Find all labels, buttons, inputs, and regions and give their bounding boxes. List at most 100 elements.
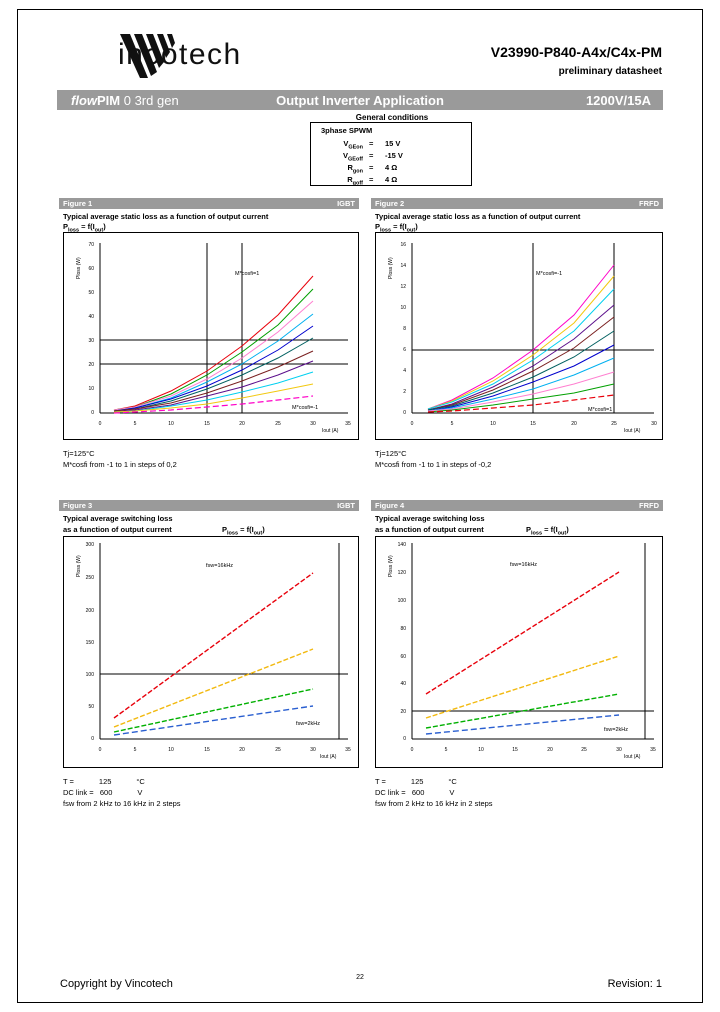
logo-v-icon — [120, 34, 175, 78]
figure-4-ylabel: Ploss (W) — [388, 555, 394, 577]
flow-word: flow — [71, 93, 97, 108]
title-band: flowPIM 0 3rd gen Output Inverter Applic… — [57, 90, 663, 110]
svg-text:50: 50 — [88, 290, 94, 296]
figure-1-caption-line-1: Tj=125°C — [63, 449, 95, 458]
figure-2-curve-label-top: M*cosfi=-1 — [536, 271, 563, 277]
figure-3-caption-line-3: fsw from 2 kHz to 16 kHz in 2 steps — [63, 799, 181, 808]
figure-2-chart-svg: 16 14 12 10 8 6 4 2 0 0 5 10 15 20 25 30… — [400, 242, 657, 434]
figure-1-curve-label-top: M*cosfi=1 — [235, 271, 260, 277]
svg-text:20: 20 — [547, 747, 553, 753]
svg-text:20: 20 — [571, 421, 577, 427]
general-conditions-title: General conditions — [355, 113, 429, 122]
figure-1-plot: Ploss (W) 70 60 50 40 30 20 10 0 — [63, 232, 359, 440]
figure-3-caption: T = 125 °C DC link = 600 V fsw from 2 kH… — [63, 776, 181, 809]
copyright-text: Copyright by Vincotech — [60, 978, 173, 990]
figure-1-equation: Ploss = f(Iout) — [63, 222, 106, 234]
vincotech-logo: incotech — [60, 28, 300, 78]
svg-text:30: 30 — [310, 747, 316, 753]
figure-4-plot: Ploss (W) 140 120 100 80 60 40 20 0 0 5 … — [375, 536, 663, 768]
svg-text:Iout (A): Iout (A) — [322, 428, 339, 434]
figure-4-equation: Ploss = f(Iout) — [526, 525, 569, 537]
page-number: 22 — [356, 974, 364, 981]
svg-text:140: 140 — [398, 542, 407, 548]
gc-subscript: gon — [352, 168, 363, 175]
svg-text:20: 20 — [88, 362, 94, 368]
figure-2-curve-label-bottom: M*cosfi=1 — [588, 407, 613, 413]
figure-3-curve-label-top: fsw=16kHz — [206, 563, 234, 569]
svg-text:15: 15 — [204, 747, 210, 753]
part-number: V23990-P840-A4x/C4x-PM — [490, 44, 662, 60]
svg-text:60: 60 — [400, 654, 406, 660]
svg-text:35: 35 — [650, 747, 656, 753]
svg-text:60: 60 — [88, 266, 94, 272]
svg-text:10: 10 — [168, 421, 174, 427]
svg-text:80: 80 — [400, 626, 406, 632]
figure-2-caption-line-1: Tj=125°C — [375, 449, 407, 458]
svg-text:Iout (A): Iout (A) — [624, 428, 641, 434]
figure-1-curve-label-bottom: M*cosfi=-1 — [292, 405, 319, 411]
svg-text:20: 20 — [400, 709, 406, 715]
figure-2-block: Figure 2 FRFD Typical average static los… — [371, 198, 663, 488]
figure-4-caption-line-3: fsw from 2 kHz to 16 kHz in 2 steps — [375, 799, 493, 808]
svg-text:20: 20 — [239, 747, 245, 753]
svg-text:150: 150 — [86, 640, 95, 646]
svg-text:10: 10 — [478, 747, 484, 753]
svg-text:100: 100 — [398, 598, 407, 604]
figure-2-device: FRFD — [639, 199, 659, 208]
preliminary-label: preliminary datasheet — [558, 66, 662, 77]
modulation-label: 3phase SPWM — [321, 126, 373, 135]
svg-text:30: 30 — [310, 421, 316, 427]
gc-subscript: GEoff — [348, 156, 363, 163]
svg-text:100: 100 — [86, 672, 95, 678]
figure-3-title: Typical average switching loss — [63, 514, 173, 523]
gc-equals: = — [369, 175, 374, 184]
svg-text:15: 15 — [530, 421, 536, 427]
svg-text:50: 50 — [88, 704, 94, 710]
svg-text:0: 0 — [411, 421, 414, 427]
gc-symbol: VGEon — [343, 139, 363, 151]
svg-text:25: 25 — [611, 421, 617, 427]
svg-text:25: 25 — [275, 747, 281, 753]
figure-3-ylabel: Ploss (W) — [76, 555, 82, 577]
svg-text:14: 14 — [400, 263, 406, 269]
svg-text:15: 15 — [204, 421, 210, 427]
svg-text:5: 5 — [134, 421, 137, 427]
svg-text:0: 0 — [99, 747, 102, 753]
svg-text:120: 120 — [398, 570, 407, 576]
figure-1-block: Figure 1 IGBT Typical average static los… — [59, 198, 359, 488]
svg-text:2: 2 — [403, 389, 406, 395]
figure-3-label: Figure 3 — [63, 501, 93, 510]
svg-text:70: 70 — [88, 242, 94, 248]
svg-text:30: 30 — [616, 747, 622, 753]
figure-2-label: Figure 2 — [375, 199, 405, 208]
svg-text:15: 15 — [512, 747, 518, 753]
figure-4-title: Typical average switching loss — [375, 514, 485, 523]
product-family-label: flowPIM 0 3rd gen — [71, 93, 179, 108]
svg-text:8: 8 — [403, 326, 406, 332]
figure-2-ylabel: Ploss (W) — [388, 257, 394, 279]
gc-equals: = — [369, 151, 374, 160]
figure-2-caption-line-2: M*cosfi from -1 to 1 in steps of -0,2 — [375, 460, 492, 469]
svg-text:0: 0 — [403, 736, 406, 742]
figure-1-title: Typical average static loss as a functio… — [63, 212, 269, 221]
gc-value: 15 V — [385, 139, 401, 148]
band-rating: 1200V/15A — [585, 93, 651, 108]
figure-1-caption: Tj=125°C M*cosfi from -1 to 1 in steps o… — [63, 448, 177, 470]
revision-text: Revision: 1 — [607, 978, 662, 990]
figure-3-title-line2: as a function of output current — [63, 525, 172, 534]
gc-equals: = — [369, 139, 374, 148]
svg-text:0: 0 — [411, 747, 414, 753]
svg-text:10: 10 — [168, 747, 174, 753]
figure-2-header: Figure 2 FRFD — [371, 198, 663, 209]
figure-1-ylabel: Ploss (W) — [76, 257, 82, 279]
general-conditions-box: 3phase SPWM VGEon = 15 V VGEoff = -15 V … — [310, 122, 472, 187]
svg-text:35: 35 — [345, 421, 351, 427]
gc-subscript: goff — [352, 180, 363, 187]
svg-text:10: 10 — [88, 386, 94, 392]
svg-text:250: 250 — [86, 575, 95, 581]
band-center-title: Output Inverter Application — [276, 93, 444, 108]
svg-text:5: 5 — [445, 747, 448, 753]
svg-text:Iout (A): Iout (A) — [320, 754, 337, 760]
figure-4-chart-svg: 140 120 100 80 60 40 20 0 0 5 10 15 20 2… — [398, 542, 656, 760]
